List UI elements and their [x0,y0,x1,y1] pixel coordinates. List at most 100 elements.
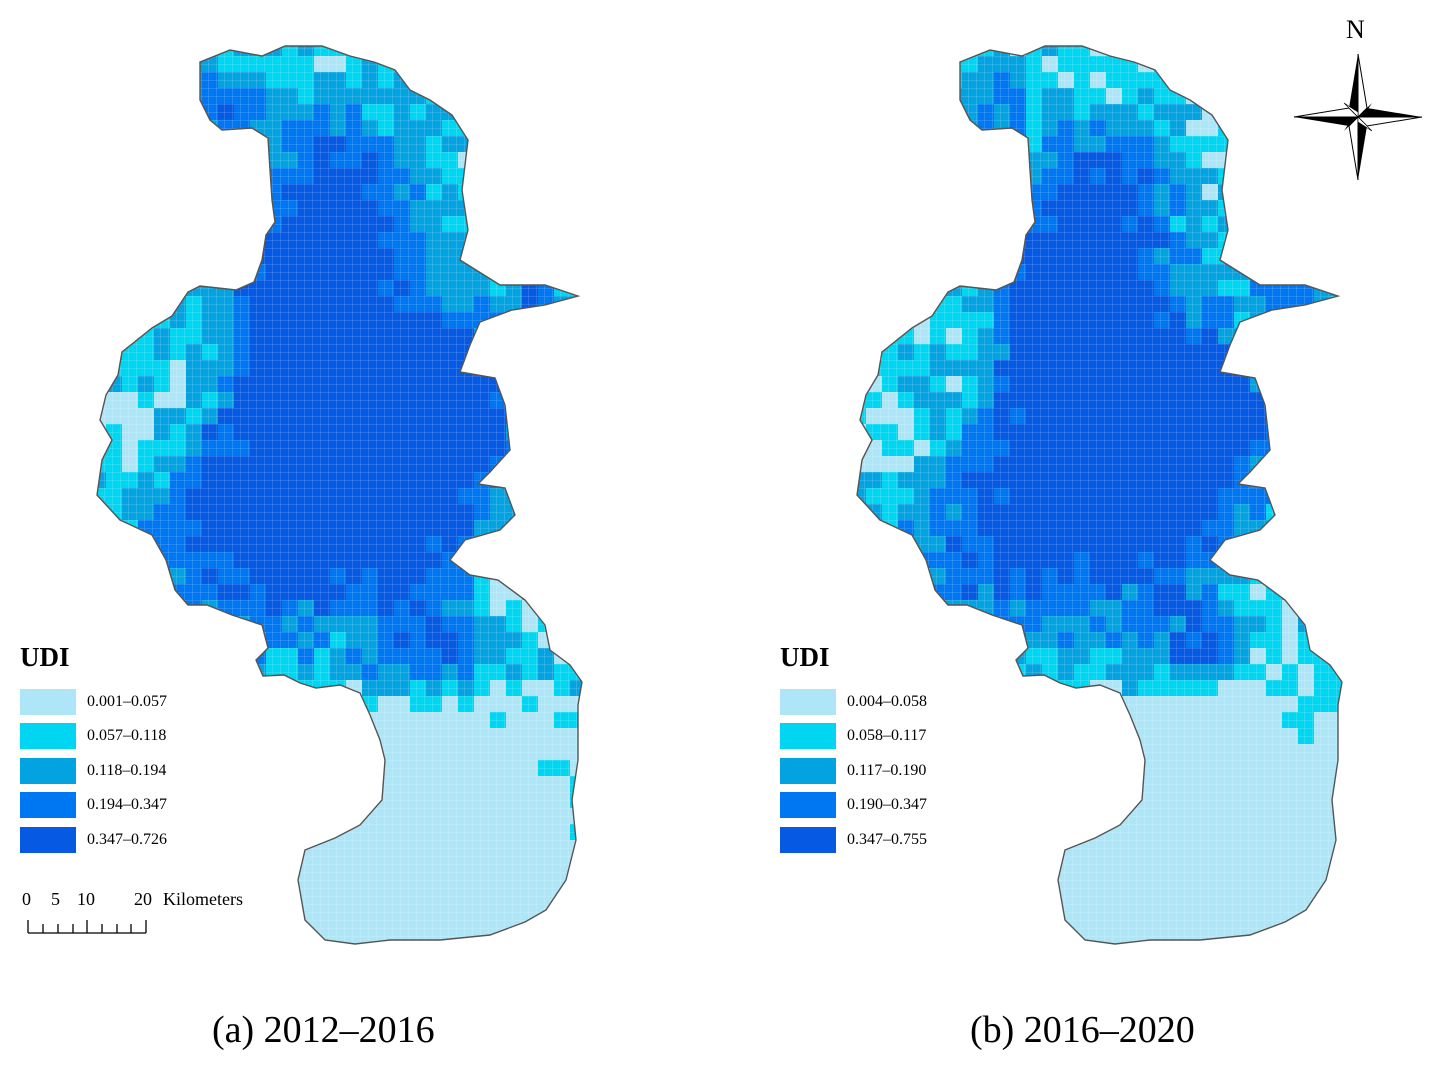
raster-cell [106,120,122,136]
raster-cell [866,520,882,536]
raster-cell [882,46,898,56]
raster-cell [1266,184,1282,200]
raster-cell [554,424,570,440]
raster-cell [554,904,570,920]
raster-cell [506,184,522,200]
raster-cell [138,584,154,600]
raster-cell [586,696,602,712]
raster-cell [898,152,914,168]
raster-cell [362,776,378,792]
raster-cell [1330,424,1342,440]
raster-cell [202,808,218,824]
raster-cell [1298,920,1314,936]
caption-a: (a) 2012–2016 [212,1009,435,1051]
raster-cell [1234,168,1250,184]
raster-cell [1346,232,1362,248]
raster-cell [1106,792,1122,808]
raster-cell [202,680,218,696]
raster-cell [898,280,914,296]
raster-cell [202,776,218,792]
raster-cell [898,936,914,944]
raster-cell [1250,46,1266,56]
raster-cell [914,920,930,936]
raster-cell [857,152,866,168]
raster-cell [1282,168,1298,184]
raster-cell [266,920,282,936]
raster-cell [994,888,1010,904]
raster-cell [186,216,202,232]
raster-cell [1042,760,1058,776]
raster-cell [1346,344,1362,360]
raster-cell [1090,808,1106,824]
raster-cell [330,792,346,808]
raster-cell [298,808,314,824]
raster-cell [586,328,602,344]
raster-cell [474,344,490,360]
raster-cell [1010,632,1026,648]
raster-cell [442,56,458,72]
raster-cell [154,936,170,944]
raster-cell [1266,408,1282,424]
raster-cell [857,56,866,72]
raster-cell [522,440,538,456]
raster-cell [1026,824,1042,840]
raster-cell [930,232,946,248]
raster-cell [1346,936,1362,952]
raster-cell [282,936,298,944]
raster-cell [586,232,602,248]
raster-cell [522,584,538,600]
raster-cell [1346,312,1362,328]
raster-cell [1250,200,1266,216]
raster-cell [314,712,330,728]
raster-cell [202,936,218,944]
raster-cell [474,88,490,104]
raster-cell [1282,184,1298,200]
raster-cell [1314,216,1330,232]
raster-cell [962,216,978,232]
raster-cell [978,760,994,776]
raster-cell [138,632,154,648]
raster-cell [106,648,122,664]
raster-cell [138,72,154,88]
raster-cell [857,232,866,248]
raster-cell [930,824,946,840]
raster-cell [298,776,314,792]
raster-cell [266,776,282,792]
raster-cell [186,808,202,824]
raster-cell [898,88,914,104]
raster-cell [882,72,898,88]
raster-cell [250,776,266,792]
raster-cell [1282,46,1298,56]
raster-cell [570,88,582,104]
raster-cell [994,856,1010,872]
raster-cell [554,136,570,152]
raster-cell [930,248,946,264]
raster-cell [586,424,602,440]
raster-cell [202,248,218,264]
raster-cell [946,920,962,936]
raster-cell [362,46,378,56]
raster-cell [857,904,866,920]
raster-cell [218,760,234,776]
raster-cell [1250,56,1266,72]
raster-cell [898,888,914,904]
raster-cell [474,168,490,184]
raster-cell [1330,46,1342,56]
raster-cell [186,184,202,200]
raster-cell [1282,376,1298,392]
raster-cell [506,392,522,408]
raster-cell [946,840,962,856]
raster-cell [138,936,154,944]
raster-cell [1090,792,1106,808]
raster-cell [866,56,882,72]
raster-cell [882,648,898,664]
raster-cell [586,776,602,792]
raster-cell [914,104,930,120]
raster-cell [170,280,186,296]
raster-cell [994,696,1010,712]
raster-cell [994,680,1010,696]
raster-cell [898,264,914,280]
raster-cell [1346,520,1362,536]
legend-swatch [20,827,76,853]
raster-cell [946,824,962,840]
